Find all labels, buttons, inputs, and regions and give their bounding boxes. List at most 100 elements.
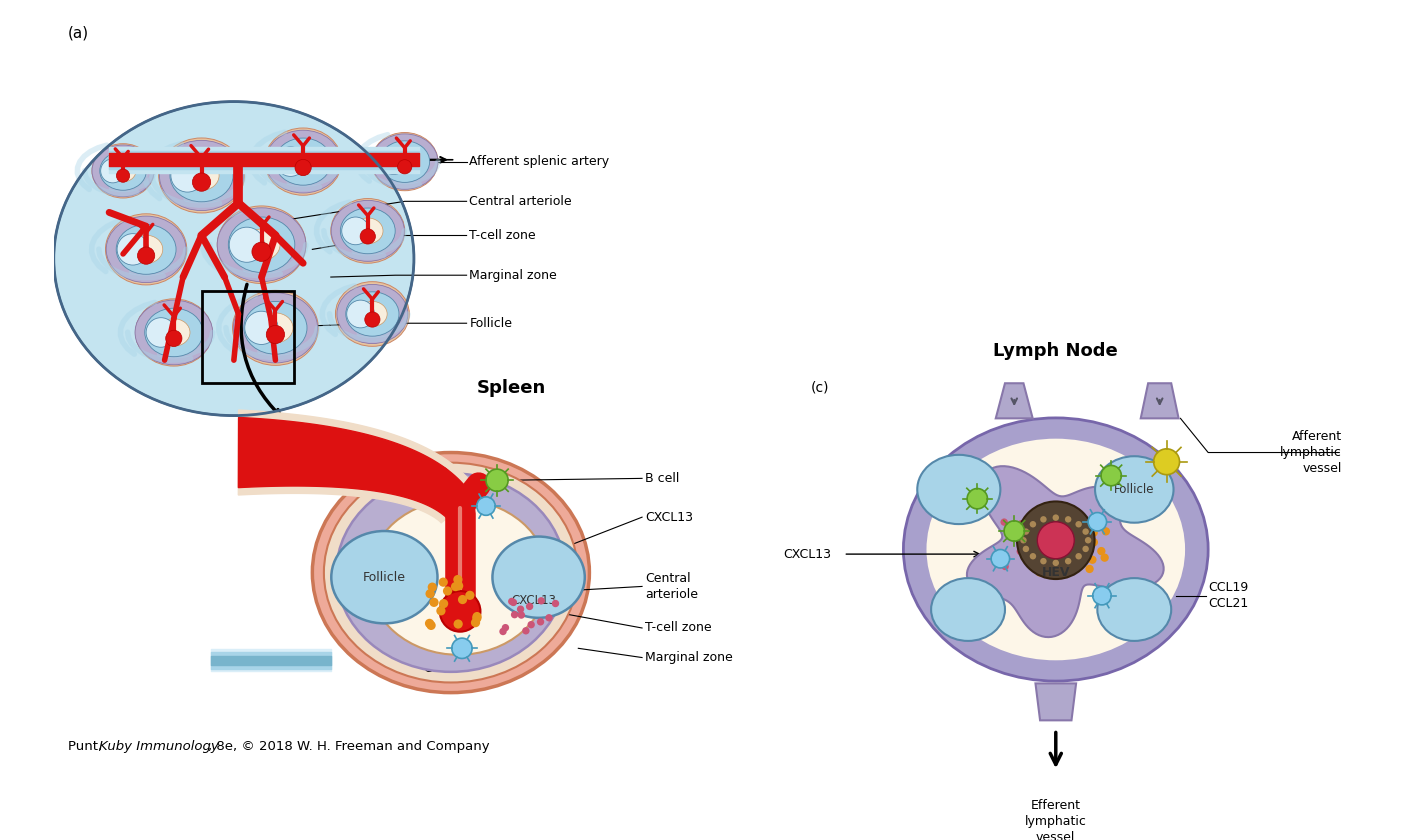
Circle shape — [1001, 563, 1010, 570]
Circle shape — [1032, 557, 1039, 564]
Circle shape — [360, 228, 375, 244]
Circle shape — [454, 581, 463, 591]
Circle shape — [266, 325, 284, 344]
Circle shape — [1090, 538, 1098, 547]
Ellipse shape — [340, 208, 395, 254]
Circle shape — [1101, 554, 1109, 562]
Text: Central
arteriole: Central arteriole — [645, 572, 697, 601]
Circle shape — [443, 586, 453, 596]
Ellipse shape — [91, 145, 155, 197]
Ellipse shape — [91, 144, 155, 198]
Circle shape — [1029, 521, 1036, 528]
Ellipse shape — [357, 302, 387, 327]
Circle shape — [426, 589, 434, 598]
Ellipse shape — [917, 454, 1001, 524]
Polygon shape — [239, 410, 479, 522]
Polygon shape — [967, 466, 1164, 637]
Ellipse shape — [157, 318, 190, 346]
Ellipse shape — [371, 133, 437, 191]
Text: Follicle: Follicle — [470, 317, 512, 330]
Circle shape — [472, 612, 482, 622]
Circle shape — [1076, 521, 1081, 528]
Circle shape — [1004, 521, 1025, 541]
Circle shape — [1154, 449, 1180, 475]
Text: T cell: T cell — [486, 642, 519, 655]
Circle shape — [1017, 548, 1024, 555]
Circle shape — [398, 160, 412, 174]
Ellipse shape — [346, 291, 399, 336]
Ellipse shape — [135, 300, 212, 365]
Circle shape — [166, 330, 181, 347]
Circle shape — [967, 489, 987, 509]
Text: Spleen: Spleen — [477, 379, 546, 397]
Circle shape — [510, 599, 517, 606]
Ellipse shape — [391, 150, 419, 173]
Circle shape — [454, 619, 463, 628]
Circle shape — [1088, 512, 1107, 531]
Circle shape — [1021, 537, 1026, 543]
Circle shape — [998, 560, 1007, 568]
Ellipse shape — [371, 134, 437, 189]
Text: T-cell zone: T-cell zone — [470, 229, 536, 242]
Circle shape — [364, 312, 380, 327]
Circle shape — [1053, 559, 1059, 566]
Ellipse shape — [257, 313, 292, 343]
Circle shape — [1076, 532, 1084, 540]
Circle shape — [1001, 518, 1008, 526]
Text: CXCL13: CXCL13 — [645, 511, 693, 523]
Circle shape — [146, 318, 176, 347]
Ellipse shape — [218, 207, 307, 281]
Ellipse shape — [107, 216, 186, 282]
Circle shape — [1076, 553, 1081, 559]
Circle shape — [439, 599, 449, 608]
Circle shape — [138, 247, 155, 265]
Text: , 8e, © 2018 W. H. Freeman and Company: , 8e, © 2018 W. H. Freeman and Company — [208, 740, 489, 753]
Circle shape — [546, 614, 553, 622]
Circle shape — [1064, 558, 1071, 564]
Ellipse shape — [330, 198, 405, 263]
Ellipse shape — [1097, 578, 1171, 641]
Circle shape — [465, 591, 474, 600]
Ellipse shape — [145, 308, 202, 357]
Circle shape — [117, 169, 129, 182]
Circle shape — [499, 627, 506, 635]
Circle shape — [252, 242, 271, 261]
Circle shape — [1102, 528, 1111, 536]
Text: CXCL13: CXCL13 — [783, 548, 831, 560]
Text: T-cell zone: T-cell zone — [645, 622, 711, 634]
Text: Kuby Immunology: Kuby Immunology — [98, 740, 219, 753]
Ellipse shape — [264, 128, 342, 195]
Circle shape — [472, 614, 481, 623]
Ellipse shape — [232, 291, 318, 365]
Ellipse shape — [904, 417, 1208, 681]
Circle shape — [229, 227, 264, 262]
Circle shape — [1097, 547, 1105, 555]
Circle shape — [991, 549, 1010, 568]
Circle shape — [537, 618, 544, 626]
Circle shape — [508, 598, 516, 605]
Ellipse shape — [332, 201, 405, 261]
Circle shape — [439, 578, 449, 587]
Ellipse shape — [117, 224, 176, 275]
Circle shape — [1029, 553, 1036, 559]
Text: CCL19
CCL21: CCL19 CCL21 — [1208, 581, 1249, 610]
Circle shape — [510, 611, 519, 618]
Circle shape — [1050, 529, 1059, 538]
Circle shape — [526, 603, 533, 610]
Circle shape — [451, 638, 472, 659]
Ellipse shape — [274, 138, 332, 185]
Circle shape — [453, 575, 463, 584]
Ellipse shape — [110, 160, 136, 181]
Circle shape — [1085, 537, 1091, 543]
Circle shape — [1088, 555, 1097, 564]
Ellipse shape — [312, 453, 589, 693]
Text: (b): (b) — [280, 416, 299, 430]
Circle shape — [1039, 538, 1047, 546]
Text: Marginal zone: Marginal zone — [470, 269, 557, 281]
Ellipse shape — [492, 537, 585, 618]
Circle shape — [477, 496, 495, 515]
Circle shape — [245, 312, 278, 344]
Ellipse shape — [243, 302, 307, 354]
Circle shape — [486, 470, 508, 491]
Circle shape — [1064, 516, 1071, 522]
